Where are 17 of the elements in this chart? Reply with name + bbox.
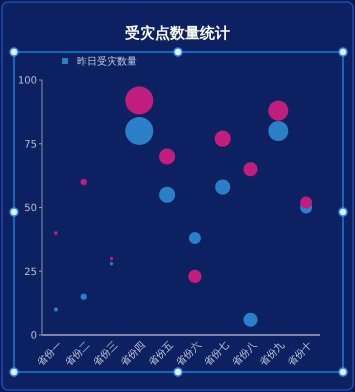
- x-tick-label: 省份二: [62, 339, 92, 369]
- y-tick-label: 50: [24, 203, 37, 214]
- legend-label: 昨日受灾数量: [77, 56, 137, 68]
- x-tick-label: 省份七: [202, 339, 232, 369]
- y-tick-label: 75: [24, 139, 37, 150]
- x-tick-label: 省份九: [257, 339, 287, 369]
- chart-title: 受灾点数量统计: [124, 24, 230, 42]
- x-tick-label: 省份一: [34, 339, 64, 369]
- x-tick-label: 省份四: [118, 339, 148, 369]
- y-tick-label: 25: [24, 266, 37, 278]
- x-tick-label: 省份八: [229, 339, 260, 369]
- x-tick-label: 省份三: [90, 339, 120, 369]
- x-tick-label: 省份十: [285, 339, 315, 369]
- x-tick-label: 省份五: [146, 339, 176, 369]
- y-tick-label: 0: [30, 330, 37, 342]
- x-tick-label: 省份六: [174, 339, 204, 369]
- y-tick-label: 100: [18, 76, 37, 86]
